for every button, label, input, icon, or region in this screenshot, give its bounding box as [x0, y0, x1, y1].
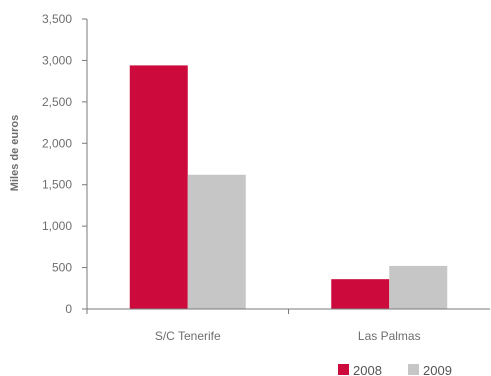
y-tick-label: 2,000 [42, 136, 72, 150]
legend: 2008 2009 [338, 363, 452, 376]
bar-2008-1 [331, 279, 390, 309]
x-category-label: Las Palmas [358, 329, 421, 343]
y-tick-label: 2,500 [42, 95, 72, 109]
axes [86, 19, 490, 314]
y-tick-label: 500 [52, 261, 72, 275]
legend-swatch-2009 [408, 364, 419, 375]
legend-swatch-2008 [338, 364, 349, 375]
x-category-label: S/C Tenerife [155, 329, 221, 343]
bar-2009-0 [187, 174, 246, 309]
bar-2009-1 [389, 265, 448, 309]
y-tick-label: 0 [65, 302, 72, 316]
legend-label: 2008 [353, 363, 382, 376]
y-tick-label: 3,500 [42, 12, 72, 26]
bars [129, 65, 448, 310]
bar-2008-0 [129, 65, 188, 310]
y-axis-ticks: 0 500 1,000 1,500 2,000 2,500 3,000 3,500 [42, 12, 87, 316]
legend-label: 2009 [423, 363, 452, 376]
y-axis-title: Miles de euros [9, 115, 21, 191]
y-tick-label: 3,000 [42, 53, 72, 67]
category-labels: S/C Tenerife Las Palmas [155, 329, 421, 343]
y-tick-label: 1,000 [42, 219, 72, 233]
y-tick-label: 1,500 [42, 178, 72, 192]
